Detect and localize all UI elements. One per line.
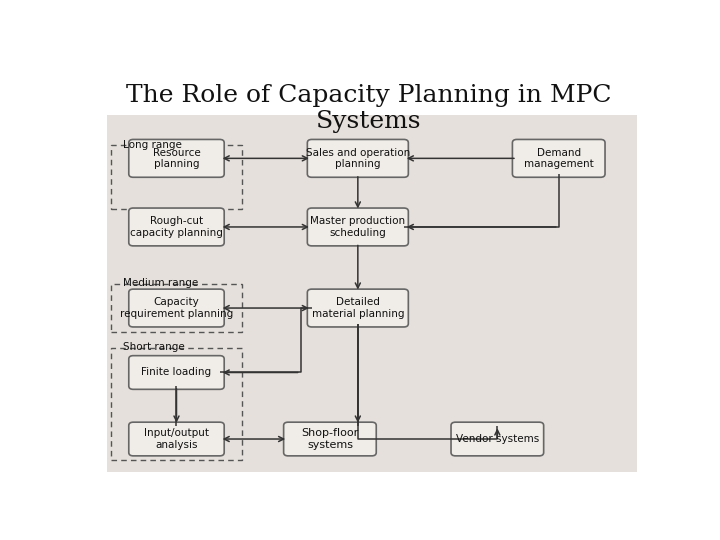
Text: Medium range: Medium range (124, 278, 199, 288)
FancyBboxPatch shape (307, 139, 408, 177)
Text: Shop-floor
systems: Shop-floor systems (301, 428, 359, 450)
FancyBboxPatch shape (307, 208, 408, 246)
Text: Capacity
requirement planning: Capacity requirement planning (120, 297, 233, 319)
Text: The Role of Capacity Planning in MPC
Systems: The Role of Capacity Planning in MPC Sys… (126, 84, 612, 133)
Text: Detailed
material planning: Detailed material planning (312, 297, 404, 319)
Text: Input/output
analysis: Input/output analysis (144, 428, 209, 450)
Text: Sales and operation
planning: Sales and operation planning (306, 147, 410, 169)
Text: Demand
management: Demand management (524, 147, 593, 169)
FancyBboxPatch shape (129, 289, 224, 327)
Text: Master production
scheduling: Master production scheduling (310, 216, 405, 238)
FancyBboxPatch shape (129, 422, 224, 456)
FancyBboxPatch shape (284, 422, 377, 456)
Text: Rough-cut
capacity planning: Rough-cut capacity planning (130, 216, 223, 238)
Text: Long range: Long range (124, 140, 182, 150)
FancyBboxPatch shape (129, 356, 224, 389)
Text: Resource
planning: Resource planning (153, 147, 200, 169)
FancyBboxPatch shape (129, 208, 224, 246)
Text: Short range: Short range (124, 342, 185, 352)
FancyBboxPatch shape (513, 139, 605, 177)
FancyBboxPatch shape (451, 422, 544, 456)
Text: Finite loading: Finite loading (141, 368, 212, 377)
FancyBboxPatch shape (107, 114, 637, 472)
FancyBboxPatch shape (129, 139, 224, 177)
FancyBboxPatch shape (307, 289, 408, 327)
Text: Vendor systems: Vendor systems (456, 434, 539, 444)
